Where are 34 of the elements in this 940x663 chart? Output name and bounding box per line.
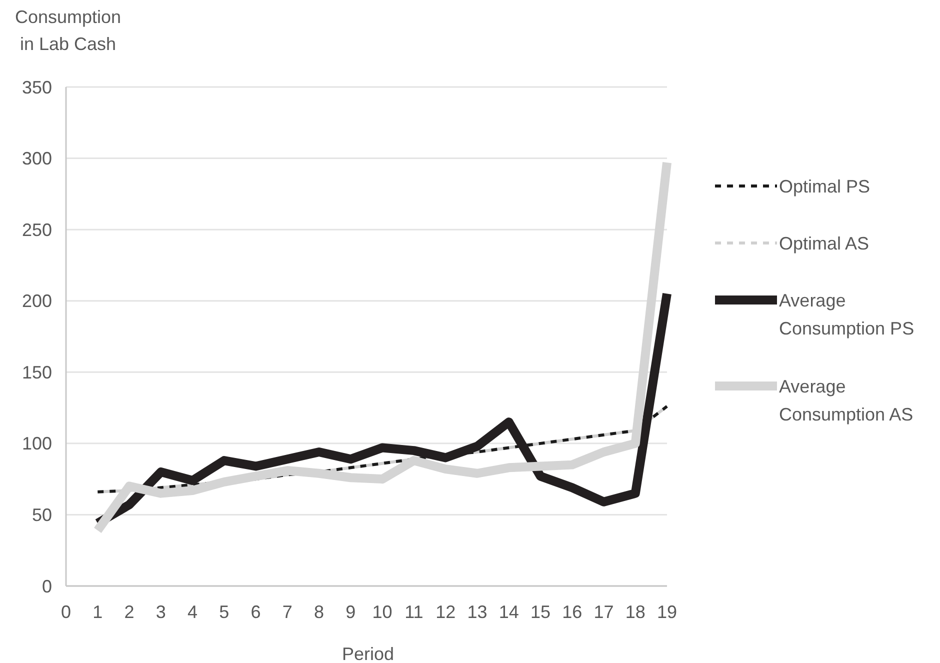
x-tick-label: 18 [625,602,646,622]
legend-label: Optimal PS [779,176,870,196]
x-tick-label: 12 [436,602,456,622]
x-tick-label: 0 [60,602,72,622]
x-tick-label: 4 [188,602,198,622]
x-tick-label: 9 [346,602,356,622]
x-tick-label: 7 [282,602,292,622]
y-tick-label: 250 [22,220,52,240]
x-tick-label: 5 [219,602,230,622]
y-tick-label: 150 [22,362,52,382]
x-tick-label: 3 [156,602,166,622]
x-tick-label: 6 [250,602,261,622]
x-tick-label: 2 [124,602,134,622]
x-tick-label: 1 [92,602,103,622]
y-tick-label: 100 [22,434,52,454]
x-tick-label: 19 [656,602,678,622]
x-tick-label: 16 [562,602,582,622]
x-tick-label: 8 [314,602,324,622]
y-tick-label: 200 [22,291,52,312]
x-axis-title: Period [342,644,394,663]
y-tick-label: 0 [42,576,52,596]
y-tick-label: 50 [32,505,52,526]
legend-label: Average Consumption AS [779,376,914,424]
x-tick-label: 14 [498,602,519,622]
x-tick-label: 13 [467,602,488,622]
y-tick-label: 350 [22,77,52,98]
x-tick-label: 17 [594,602,614,622]
x-tick-label: 11 [404,602,424,622]
legend-label: Optimal AS [779,233,870,254]
legend-label: Average Consumption PS [779,290,914,338]
y-axis-title: Consumption in Lab Cash [14,7,122,54]
x-tick-label: 10 [372,602,392,622]
x-tick-label: 15 [530,602,550,622]
y-tick-label: 300 [22,148,52,169]
